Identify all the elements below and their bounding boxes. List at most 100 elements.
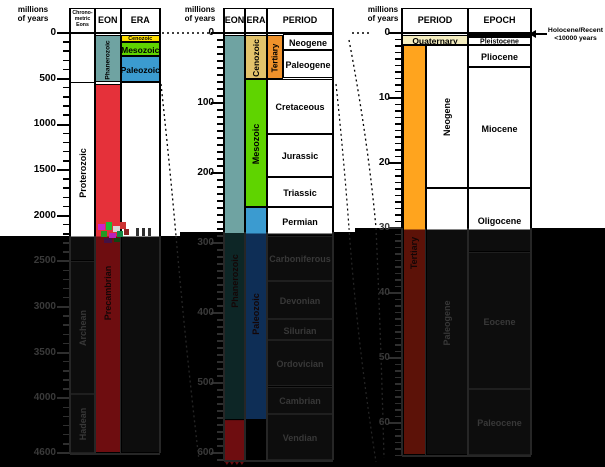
axis-tick (389, 162, 402, 165)
axis-tick (395, 389, 402, 392)
axis-tick (57, 260, 70, 263)
axis-tick (395, 253, 402, 255)
grid-line (402, 31, 531, 35)
axis-tick (395, 149, 402, 151)
axis-tick (395, 103, 402, 106)
axis-tick (217, 424, 224, 426)
period-cell-quaternary-label: Quaternary (412, 35, 458, 46)
axis-tick (217, 186, 224, 188)
corruption-artifact (106, 222, 112, 230)
axis-tick (211, 102, 224, 105)
axis-tick (217, 130, 224, 132)
axis-tick (217, 95, 224, 97)
axis-tick (217, 116, 224, 118)
axis-tick (217, 137, 224, 139)
axis-tick (63, 178, 70, 180)
axis-tick (395, 363, 402, 366)
corruption-artifact (117, 231, 123, 237)
axis-tick (395, 220, 402, 223)
period-cell-ordovician-label: Ordovician (276, 359, 324, 370)
corruption-artifact (136, 228, 139, 236)
axis-tick-label: 3500 (33, 346, 56, 358)
period-cell-permian: Permian (267, 206, 333, 236)
axis-tick (63, 424, 70, 427)
axis-tick (63, 242, 70, 244)
period-cell-devonian: Devonian (267, 280, 333, 320)
axis-tick (395, 415, 402, 418)
axis-tick (217, 368, 224, 370)
axis-tick (389, 422, 402, 425)
header-right-epoch: EPOCH (468, 8, 531, 33)
axis-tick (217, 333, 224, 335)
axis-tick (217, 361, 224, 363)
axis-title-middle: millions of years (176, 5, 224, 23)
axis-tick-label: 1000 (33, 118, 56, 130)
axis-tick (217, 438, 224, 440)
period-name-cell-paleogene: Paleogene (425, 187, 468, 456)
axis-tick (395, 38, 402, 41)
axis-tick (395, 123, 402, 125)
header-label: ERA (246, 15, 266, 26)
axis-tick (395, 84, 402, 86)
axis-tick (395, 90, 402, 93)
corruption-artifact (124, 229, 129, 235)
header-label: Chrono-metric Eons (72, 10, 93, 29)
axis-tick (217, 417, 224, 419)
corruption-artifact (101, 231, 107, 237)
axis-title-line: of years (367, 14, 399, 24)
axis-tick (395, 435, 402, 437)
header-middle-era: ERA (245, 8, 267, 33)
period-cell-jurassic-label: Jurassic (281, 151, 319, 162)
axis-tick-label: 3000 (33, 300, 56, 312)
grid-line (224, 460, 333, 462)
axis-tick (217, 270, 224, 272)
era-cell-paleozoic-label: Paleozoic (251, 293, 261, 336)
axis-tick (395, 279, 402, 281)
period-name-cell-neogene-label: Neogene (441, 98, 452, 137)
header-left-chronometric-eons: Chrono-metric Eons (70, 8, 95, 33)
header-label: EPOCH (483, 15, 516, 26)
axis-tick (63, 150, 70, 153)
era-cell-cenozoic: Cenozoic (245, 35, 267, 79)
period-cell-cambrian-label: Cambrian (279, 396, 321, 407)
axis-tick-label: 0 (384, 27, 390, 38)
axis-tick (63, 141, 70, 144)
axis-tick (395, 318, 402, 320)
axis-tick (211, 312, 224, 315)
axis-tick (395, 396, 402, 398)
header-label: PERIOD (417, 15, 453, 26)
period-cell-carboniferous: Carboniferous (267, 236, 333, 281)
axis-tick (217, 375, 224, 377)
header-middle-period: PERIOD (267, 8, 333, 33)
axis-tick (63, 251, 70, 253)
axis-tick (217, 235, 224, 237)
axis-tick (63, 315, 70, 317)
axis-tick (63, 278, 70, 281)
axis-tick-label: 2500 (33, 255, 56, 267)
axis-tick-label: 1500 (33, 163, 56, 175)
grid-line (70, 453, 160, 455)
axis-tick (63, 370, 70, 372)
period-cell-permian-label: Permian (282, 217, 318, 228)
epoch-cell-eocene: Eocene (468, 252, 531, 390)
era-cell-mesozoic: Mesozoic (245, 78, 267, 207)
axis-tick (395, 168, 402, 171)
axis-tick-label: 60 (378, 417, 390, 428)
era-cell-cenozoic-label: Cenozoic (128, 36, 153, 43)
axis-tick (217, 291, 224, 293)
period-cell-triassic-label: Triassic (283, 187, 317, 198)
axis-tick (217, 319, 224, 321)
axis-tick (395, 71, 402, 73)
axis-tick-label: 300 (197, 237, 214, 248)
axis-tick (395, 376, 402, 379)
axis-tick (217, 256, 224, 258)
period-cell-paleogene: Paleogene (283, 49, 333, 79)
period-cell-silurian: Silurian (267, 319, 333, 341)
axis-tick (395, 207, 402, 210)
grid-line (159, 8, 161, 453)
axis-tick (63, 50, 70, 52)
axis-tick (63, 68, 70, 71)
epoch-cell-oligocene-label: Oligocene (477, 215, 522, 226)
axis-tick (217, 123, 224, 125)
